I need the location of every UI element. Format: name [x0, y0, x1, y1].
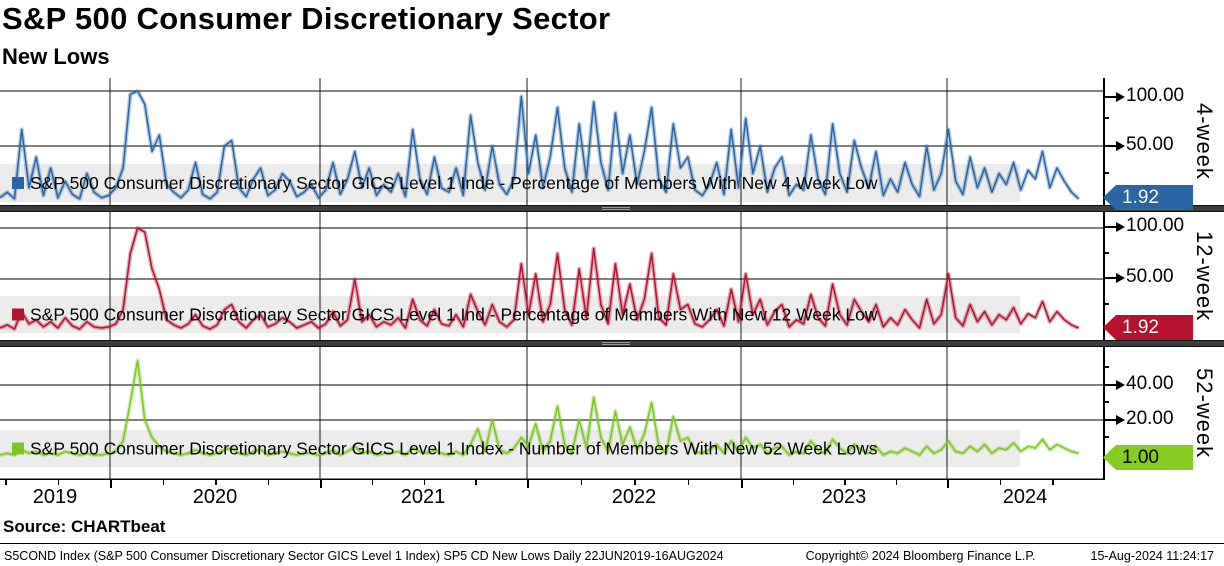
y-tick-arrow-icon: [1104, 380, 1125, 390]
y-minor-tick: [1103, 117, 1109, 119]
divider-grip-icon: [602, 207, 630, 211]
x-tick: [320, 480, 322, 488]
last-value-tag-4week: 1.92: [1103, 185, 1193, 210]
panel-label-52week: 52-week: [1192, 368, 1217, 459]
legend-swatch-icon: [12, 442, 24, 455]
legend-label: S&P 500 Consumer Discretionary Sector GI…: [30, 439, 878, 459]
x-tick: [580, 480, 582, 485]
y-minor-tick: [1103, 303, 1109, 305]
legend-label: S&P 500 Consumer Discretionary Sector GI…: [30, 305, 878, 325]
last-value-tag-12week: 1.92: [1103, 315, 1193, 340]
x-tick: [5, 480, 7, 485]
y-axis-line: [1103, 78, 1105, 480]
panel-divider[interactable]: [0, 340, 1224, 347]
divider-grip-icon: [602, 342, 630, 346]
x-tick: [741, 480, 743, 488]
y-minor-tick: [1103, 252, 1109, 254]
series-line: [0, 359, 1079, 456]
x-tick: [475, 480, 477, 485]
x-tick: [267, 480, 269, 485]
x-tick: [792, 480, 794, 485]
chart-panel-12week[interactable]: S&P 500 Consumer Discretionary Sector GI…: [0, 212, 1103, 340]
y-tick-label: 40.00: [1126, 373, 1174, 394]
page-title: S&P 500 Consumer Discretionary Sector: [2, 1, 611, 36]
y-tick-arrow-icon: [1104, 222, 1125, 232]
x-tick: [947, 480, 949, 488]
legend-band: [0, 430, 1020, 467]
footer-ticker-info: S5COND Index (S&P 500 Consumer Discretio…: [4, 549, 724, 563]
y-minor-tick: [1103, 436, 1109, 438]
y-tick-arrow-icon: [1104, 273, 1125, 283]
footer-timestamp: 15-Aug-2024 11:24:17: [1090, 549, 1214, 563]
x-tick: [162, 480, 164, 485]
legend-swatch-icon: [12, 177, 24, 189]
y-minor-tick: [1103, 401, 1109, 403]
x-axis-year-label: 2023: [821, 486, 867, 508]
x-axis-year-labels: 2019 2020 2021 2022 2023 2024: [0, 486, 1103, 514]
x-tick: [215, 480, 217, 485]
y-tick-label: 100.00: [1126, 215, 1185, 236]
y-tick-arrow-icon: [1104, 141, 1125, 151]
x-tick: [423, 480, 425, 485]
y-tick-label: 50.00: [1126, 266, 1174, 287]
footer-copyright: Copyright© 2024 Bloomberg Finance L.P.: [805, 549, 1036, 563]
x-tick: [371, 480, 374, 485]
x-tick: [895, 480, 897, 485]
y-minor-tick: [1103, 172, 1109, 174]
series-line: [0, 90, 1080, 200]
footer-divider: [0, 543, 1224, 544]
legend-swatch-icon: [12, 308, 24, 321]
x-tick: [844, 480, 846, 485]
x-tick: [999, 480, 1001, 485]
source-line: Source: CHARTbeat: [3, 517, 166, 536]
y-tick-arrow-icon: [1104, 92, 1125, 102]
y-tick-arrow-icon: [1104, 415, 1125, 425]
footer: S5COND Index (S&P 500 Consumer Discretio…: [0, 546, 1224, 566]
x-axis-ticks: [0, 480, 1103, 489]
legend-label: S&P 500 Consumer Discretionary Sector GI…: [30, 173, 878, 193]
x-axis-year-label: 2019: [32, 486, 78, 508]
chart-panel-52week[interactable]: S&P 500 Consumer Discretionary Sector GI…: [0, 347, 1103, 480]
x-axis-year-label: 2024: [1002, 486, 1048, 508]
series-line: [0, 227, 1079, 330]
x-tick: [57, 480, 59, 485]
x-tick: [527, 480, 529, 488]
panel-divider[interactable]: [0, 205, 1224, 212]
last-value-tag-52week: 1.00: [1103, 445, 1193, 470]
panel-label-12week: 12-week: [1192, 230, 1217, 322]
x-axis-year-label: 2022: [611, 486, 657, 508]
page-subtitle: New Lows: [2, 44, 110, 69]
y-minor-tick: [1103, 366, 1109, 368]
x-axis-year-label: 2021: [400, 486, 446, 508]
panel-label-4week: 4-week: [1192, 103, 1217, 180]
x-axis-year-label: 2020: [192, 486, 238, 508]
x-tick: [634, 480, 636, 485]
x-tick: [1052, 480, 1054, 485]
x-tick: [687, 480, 689, 485]
x-tick: [110, 480, 112, 488]
y-tick-label: 100.00: [1126, 85, 1185, 106]
y-tick-label: 50.00: [1126, 134, 1174, 155]
y-tick-label: 20.00: [1126, 408, 1174, 429]
chart-panel-4week[interactable]: S&P 500 Consumer Discretionary Sector GI…: [0, 78, 1103, 205]
